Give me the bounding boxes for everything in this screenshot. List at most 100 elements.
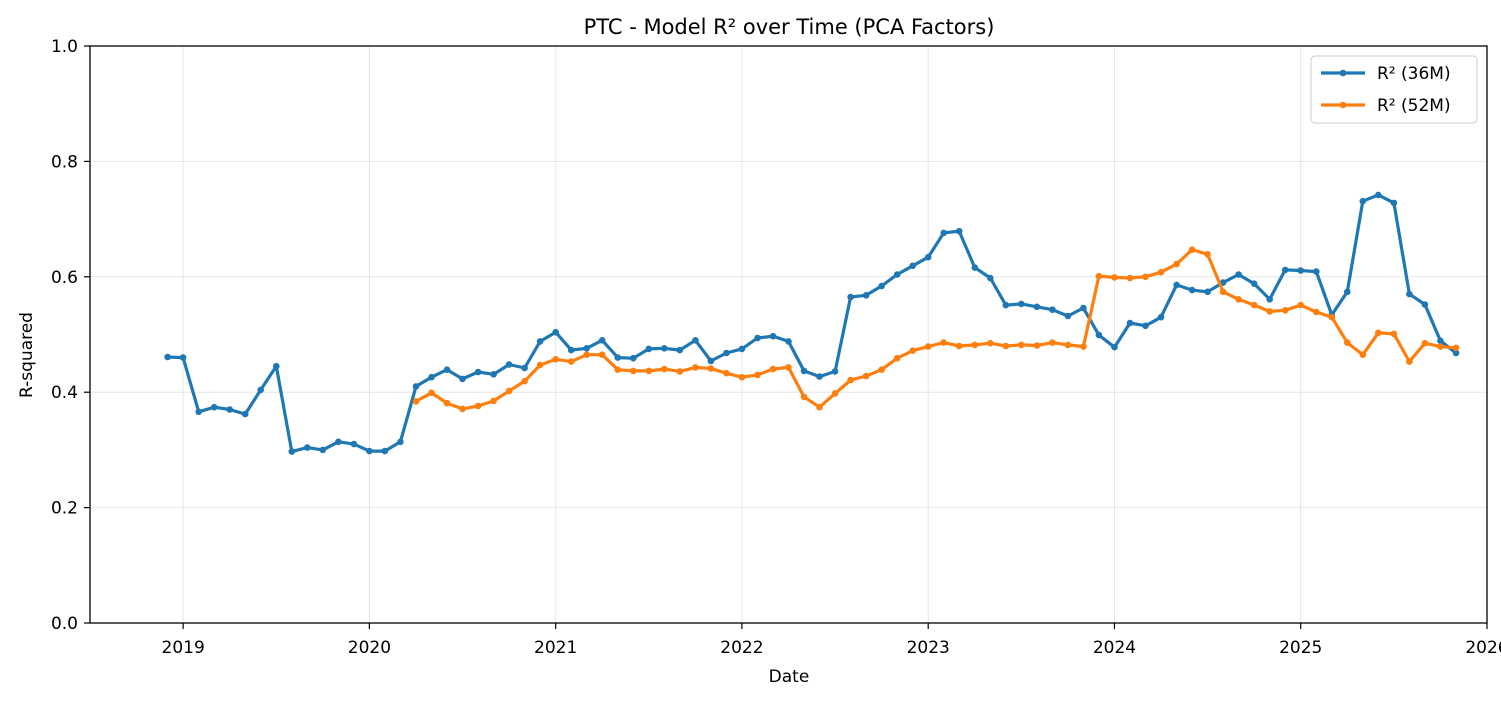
data-point	[1375, 329, 1382, 337]
data-point	[692, 364, 699, 371]
data-point	[676, 368, 684, 375]
data-point	[661, 345, 668, 352]
y-tick-label: 0.2	[51, 499, 78, 519]
data-point	[862, 372, 870, 380]
series-2	[412, 246, 1460, 413]
data-point	[707, 357, 715, 365]
legend-label: R² (52M)	[1377, 96, 1451, 116]
data-point	[1188, 246, 1196, 253]
data-point	[1437, 343, 1444, 350]
data-point	[1390, 330, 1398, 338]
data-point	[738, 373, 746, 381]
data-point	[1018, 300, 1025, 308]
data-point	[304, 444, 311, 451]
data-point	[350, 440, 358, 448]
data-point	[536, 361, 544, 369]
data-point	[785, 338, 792, 345]
data-point	[723, 349, 730, 357]
data-point	[1406, 290, 1413, 298]
data-point	[1188, 286, 1196, 294]
data-point	[1266, 308, 1273, 315]
data-point	[1281, 266, 1289, 274]
data-point	[1359, 351, 1367, 359]
data-point	[1126, 319, 1134, 327]
data-point	[1421, 339, 1429, 347]
data-point	[1219, 288, 1227, 296]
data-point	[164, 353, 171, 361]
data-point	[707, 365, 715, 372]
x-axis-label: Date	[769, 667, 810, 687]
data-point	[1111, 343, 1118, 351]
data-point	[210, 403, 218, 411]
data-point	[505, 387, 513, 395]
x-axis-ticks: 2019 2020 2021 2022 2023 2024 2025 2026	[162, 623, 1501, 658]
legend-entry: R² (52M)	[1321, 96, 1451, 116]
chart-title: PTC - Model R² over Time (PCA Factors)	[584, 15, 995, 39]
data-point	[645, 345, 653, 353]
data-point	[319, 446, 327, 454]
data-point	[754, 371, 761, 379]
data-point	[1281, 307, 1289, 314]
data-point	[428, 373, 435, 381]
y-tick-label: 0.6	[51, 268, 78, 288]
data-point	[630, 367, 637, 375]
x-tick-label: 2020	[348, 638, 391, 658]
data-point	[195, 408, 202, 416]
data-point	[909, 262, 916, 270]
data-point	[754, 334, 761, 342]
data-point	[893, 271, 901, 278]
data-point	[909, 347, 916, 355]
data-point	[428, 389, 435, 397]
data-point	[1375, 191, 1382, 199]
data-point	[940, 229, 947, 237]
data-point	[583, 351, 590, 359]
data-point	[862, 292, 870, 299]
data-point	[987, 274, 994, 282]
data-point	[1173, 281, 1180, 289]
data-point	[940, 339, 947, 346]
data-point	[226, 406, 233, 413]
data-point	[1049, 306, 1056, 314]
data-point	[1033, 342, 1041, 349]
data-point	[397, 438, 404, 446]
data-point	[459, 405, 466, 413]
data-point	[723, 369, 730, 377]
data-point	[241, 410, 249, 418]
data-point	[1095, 331, 1103, 339]
data-point	[1064, 312, 1072, 320]
data-point	[505, 361, 513, 368]
y-tick-label: 0.0	[51, 614, 78, 634]
data-point	[1002, 301, 1010, 309]
data-point	[1250, 301, 1258, 309]
x-tick-label: 2022	[720, 638, 763, 658]
x-tick-label: 2024	[1093, 638, 1136, 658]
data-point	[1204, 288, 1211, 296]
data-point	[1157, 268, 1165, 276]
data-point	[1018, 341, 1025, 349]
data-point	[1142, 273, 1149, 281]
data-point	[1064, 341, 1072, 349]
data-point	[816, 373, 823, 380]
data-point	[1452, 344, 1460, 352]
data-point	[1111, 274, 1118, 281]
y-tick-label: 0.4	[51, 383, 78, 403]
data-point	[1313, 308, 1320, 316]
data-point	[273, 362, 280, 370]
data-point	[893, 354, 901, 362]
data-point	[459, 375, 466, 383]
data-point	[692, 337, 699, 344]
plot-frame	[89, 45, 1488, 624]
data-point	[412, 398, 420, 405]
data-point	[1002, 342, 1010, 350]
data-point	[521, 364, 528, 372]
data-point	[552, 328, 559, 336]
data-point	[800, 367, 808, 375]
data-point	[1406, 358, 1413, 365]
data-point	[1235, 296, 1242, 303]
data-point	[1126, 274, 1134, 282]
data-point	[676, 346, 684, 354]
legend: R² (36M) R² (52M)	[1310, 55, 1478, 124]
data-point	[1080, 343, 1087, 350]
data-point	[630, 354, 637, 362]
